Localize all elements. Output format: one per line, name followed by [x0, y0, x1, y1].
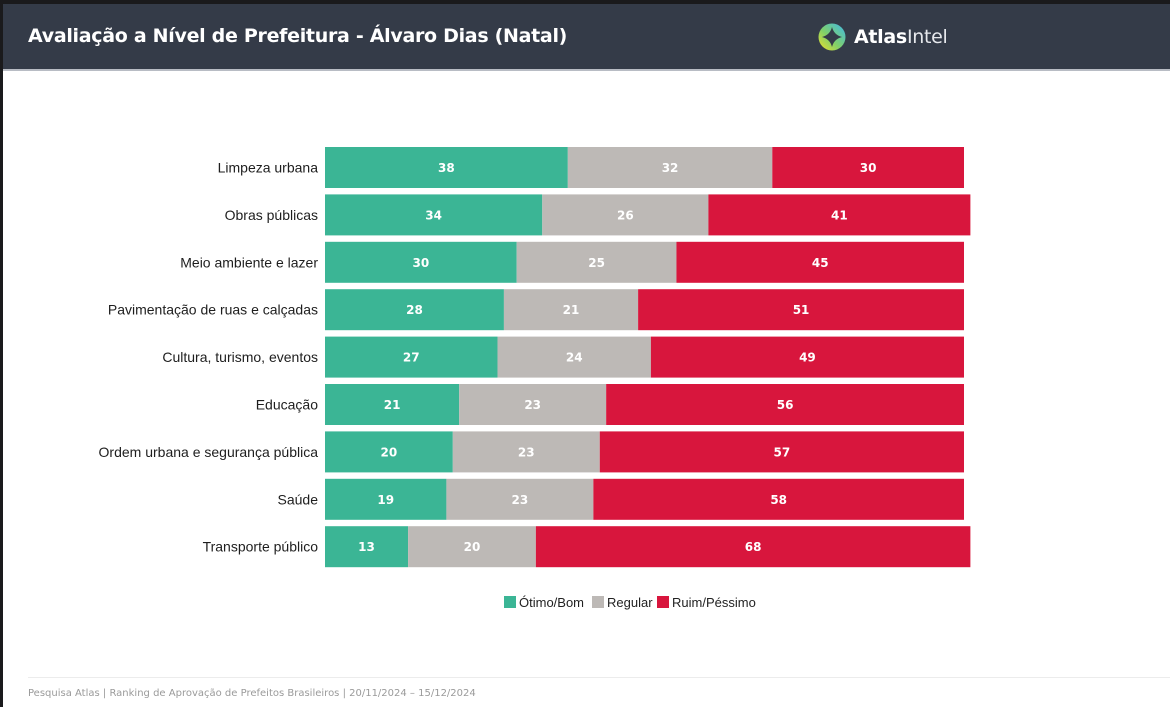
legend-label: Regular: [607, 595, 653, 610]
category-label: Transporte público: [203, 539, 319, 555]
data-label: 28: [406, 303, 423, 317]
category-label: Obras públicas: [225, 207, 318, 223]
bar-segment-ruim-pessimo: [676, 241, 964, 283]
bar-row: Saúde 19 23 58: [278, 478, 964, 520]
footer-source: Pesquisa Atlas | Ranking de Aprovação de…: [28, 688, 476, 699]
bar-segment-otimo-bom: [325, 289, 504, 331]
footer-divider: [28, 677, 1170, 678]
bar-segment-regular: [567, 147, 773, 188]
data-label: 13: [358, 540, 375, 554]
legend-swatch: [504, 596, 516, 608]
bar-segment-regular: [516, 241, 677, 283]
category-label: Meio ambiente e lazer: [180, 254, 318, 270]
legend-label: Ruim/Péssimo: [672, 595, 756, 610]
data-label: 23: [512, 493, 529, 507]
report-page: Avaliação a Nível de Prefeitura - Álvaro…: [3, 4, 1170, 707]
category-label: Ordem urbana e segurança pública: [99, 444, 319, 460]
category-label: Cultura, turismo, eventos: [162, 349, 318, 365]
data-label: 45: [812, 256, 829, 270]
data-label: 34: [425, 208, 442, 222]
stacked-bar-chart: Limpeza urbana 38 32 30 Obras públicas 34 26 41…: [99, 147, 971, 610]
logo-wordmark: AtlasIntel: [854, 26, 948, 48]
bar-segment-regular: [503, 289, 639, 331]
bar-row: Obras públicas 34 26 41: [225, 194, 971, 236]
logo-word-intel: Intel: [906, 26, 948, 48]
legend-swatch: [592, 596, 604, 608]
category-label: Educação: [256, 397, 318, 413]
bar-row: Meio ambiente e lazer 30 25 45: [180, 241, 964, 283]
data-label: 23: [518, 445, 535, 459]
data-label: 57: [774, 445, 791, 459]
logo-word-atlas: Atlas: [854, 26, 907, 48]
page-title: Avaliação a Nível de Prefeitura - Álvaro…: [28, 25, 568, 47]
data-label: 23: [524, 398, 541, 412]
data-label: 25: [588, 256, 605, 270]
data-label: 26: [617, 208, 634, 222]
bar-segment-otimo-bom: [325, 241, 517, 283]
bar-segment-regular: [497, 336, 651, 378]
category-label: Limpeza urbana: [218, 160, 319, 176]
bar-segment-otimo-bom: [325, 336, 498, 378]
data-label: 32: [662, 161, 679, 175]
bar-segment-otimo-bom: [325, 526, 409, 568]
data-label: 24: [566, 351, 583, 365]
data-label: 58: [770, 493, 787, 507]
bar-segment-otimo-bom: [325, 384, 460, 425]
data-label: 41: [831, 208, 848, 222]
bar-row: Cultura, turismo, eventos 27 24 49: [162, 336, 964, 378]
data-label: 56: [777, 398, 794, 412]
bar-segment-ruim-pessimo: [606, 384, 964, 425]
data-label: 20: [381, 445, 398, 459]
bar-row: Limpeza urbana 38 32 30: [218, 147, 964, 188]
bar-segment-regular: [452, 431, 600, 473]
legend-swatch: [657, 596, 669, 608]
data-label: 49: [799, 351, 816, 365]
bar-row: Pavimentação de ruas e calçadas 28 21 51: [108, 289, 964, 331]
data-label: 30: [412, 256, 429, 270]
bar-segment-regular: [446, 478, 594, 520]
data-label: 68: [745, 540, 762, 554]
bar-segment-ruim-pessimo: [638, 289, 964, 331]
bar-segment-otimo-bom: [325, 194, 543, 236]
data-label: 19: [377, 493, 394, 507]
data-label: 21: [384, 398, 401, 412]
bar-segment-otimo-bom: [325, 147, 568, 188]
bar-segment-ruim-pessimo: [535, 526, 971, 568]
bar-row: Ordem urbana e segurança pública 20 23 57: [99, 431, 964, 473]
bar-row: Transporte público 13 20 68: [203, 526, 971, 568]
bar-segment-ruim-pessimo: [772, 147, 964, 188]
bar-segment-ruim-pessimo: [599, 431, 964, 473]
legend-item: Regular: [592, 595, 653, 610]
bar-segment-regular: [408, 526, 536, 568]
atlasintel-logo-icon: [818, 23, 846, 51]
category-label: Pavimentação de ruas e calçadas: [108, 302, 318, 318]
data-label: 20: [464, 540, 481, 554]
legend-item: Ótimo/Bom: [504, 595, 584, 610]
bar-segment-otimo-bom: [325, 431, 453, 473]
bar-segment-ruim-pessimo: [650, 336, 964, 378]
category-label: Saúde: [278, 491, 319, 507]
data-label: 21: [563, 303, 580, 317]
header-bar: Avaliação a Nível de Prefeitura - Álvaro…: [3, 4, 1170, 71]
data-label: 30: [860, 161, 877, 175]
data-label: 51: [793, 303, 810, 317]
bar-segment-ruim-pessimo: [708, 194, 971, 236]
bar-segment-regular: [459, 384, 607, 425]
legend-label: Ótimo/Bom: [519, 595, 584, 610]
legend: Ótimo/Bom Regular Ruim/Péssimo: [504, 595, 756, 610]
atlasintel-logo: AtlasIntel: [817, 22, 948, 52]
bar-segment-otimo-bom: [325, 478, 447, 520]
bar-segment-ruim-pessimo: [593, 478, 964, 520]
bar-row: Educação 21 23 56: [256, 384, 964, 425]
bar-segment-regular: [542, 194, 709, 236]
legend-item: Ruim/Péssimo: [657, 595, 756, 610]
data-label: 27: [403, 351, 420, 365]
data-label: 38: [438, 161, 455, 175]
